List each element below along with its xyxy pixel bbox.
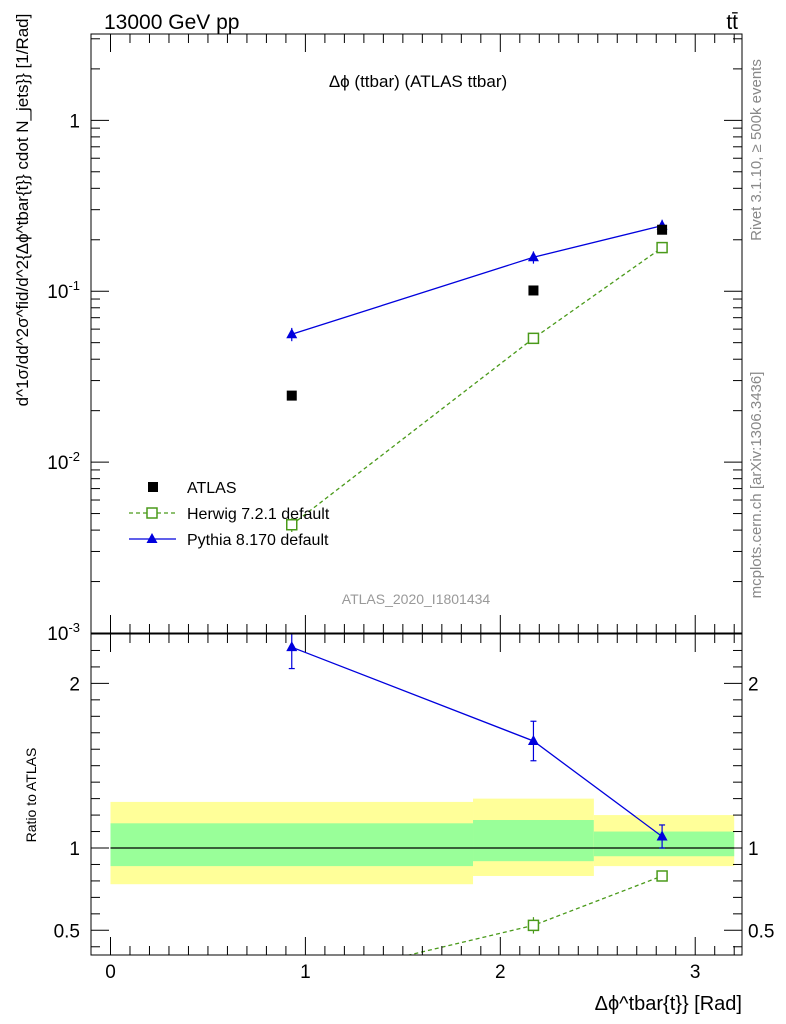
main-panel: 10-3 10-2 10-1 1 Δϕ (ttbar) (ATLAS ttbar) A… — [13, 14, 743, 645]
main-y-axis-label: d^1σ/dd^2σ^fid/d^2{Δϕ^tbar{t}} cdot N_je… — [13, 14, 32, 407]
ratio-pythia-point — [656, 830, 668, 841]
legend-atlas-marker — [148, 482, 158, 492]
atlas-point — [528, 285, 539, 296]
herwig-line — [291, 247, 663, 526]
ratio-plot-frame — [90, 633, 743, 956]
process-label: tt̄ — [726, 11, 738, 34]
ratio-herwig-point — [527, 919, 540, 932]
ratio-y-tick-label-left: 0.5 — [54, 921, 80, 942]
x-axis-label: Δϕ^tbar{t}} [Rad] — [595, 993, 742, 1015]
ratio-panel: 0.5 0.5 1 1 2 2 0 1 2 3 Ratio to ATLAS Δϕ^tbar{t… — [23, 633, 775, 1015]
x-tick-labels: 0 1 2 3 — [105, 962, 700, 983]
legend-herwig-label: Herwig 7.2.1 default — [187, 506, 330, 523]
herwig-point — [286, 518, 298, 531]
atlas-point — [286, 390, 297, 401]
legend-item-pythia: Pythia 8.170 default — [129, 532, 329, 549]
x-tick-label: 0 — [105, 962, 116, 983]
legend: ATLAS Herwig 7.2.1 default Pythia 8.170 … — [129, 480, 330, 549]
ratio-series-group — [286, 634, 668, 988]
ratio-axis-ticks — [91, 633, 742, 955]
legend-item-herwig: Herwig 7.2.1 default — [129, 506, 330, 523]
rivet-version-label: Rivet 3.1.10, ≥ 500k events — [748, 59, 765, 241]
pythia-point — [527, 251, 539, 262]
ratio-y-tick-label-right: 2 — [748, 674, 759, 695]
ratio-herwig-point — [287, 978, 297, 988]
main-y-tick-label: 10-2 — [47, 449, 80, 474]
legend-atlas-label: ATLAS — [187, 480, 237, 497]
ratio-y-tick-label-left: 2 — [69, 674, 80, 695]
ratio-y-tick-label-left: 1 — [69, 839, 80, 860]
legend-herwig-marker — [146, 507, 158, 519]
ratio-plot-area — [91, 634, 742, 955]
ratio-pythia-point — [527, 735, 539, 745]
analysis-watermark: ATLAS_2020_I1801434 — [342, 591, 491, 607]
main-axis-ticks — [91, 34, 742, 634]
herwig-point — [656, 241, 668, 254]
x-tick-label: 2 — [495, 962, 506, 983]
main-y-tick-labels: 10-3 10-2 10-1 1 — [47, 111, 80, 645]
main-y-tick-label: 10-3 — [47, 620, 80, 645]
ratio-band-inner — [110, 823, 474, 867]
ratio-band-inner — [473, 820, 594, 862]
herwig-point — [527, 332, 540, 345]
collision-label: 13000 GeV pp — [104, 11, 239, 34]
ratio-y-tick-label-right: 1 — [748, 839, 759, 860]
atlas-point — [657, 224, 668, 235]
main-y-tick-label: 1 — [69, 111, 80, 132]
ratio-y-tick-label-right: 0.5 — [748, 921, 774, 942]
ratio-pythia-point — [286, 641, 298, 652]
main-series-group — [286, 219, 668, 532]
x-tick-label: 1 — [300, 962, 311, 983]
ratio-uncertainty-bands — [110, 798, 735, 885]
legend-pythia-label: Pythia 8.170 default — [187, 532, 329, 549]
legend-item-atlas: ATLAS — [148, 480, 237, 497]
pythia-point — [286, 328, 298, 339]
mcplots-label: mcplots.cern.ch [arXiv:1306.3436] — [748, 372, 765, 599]
ratio-herwig-point — [656, 870, 668, 882]
main-plot-area — [90, 33, 743, 634]
main-y-tick-label: 10-1 — [47, 278, 80, 303]
legend-pythia-marker — [146, 533, 158, 543]
chart-title: Δϕ (ttbar) (ATLAS ttbar) — [329, 72, 507, 91]
ratio-y-tick-labels: 0.5 0.5 1 1 2 2 — [54, 674, 775, 942]
x-tick-label: 3 — [690, 962, 701, 983]
ratio-y-axis-label: Ratio to ATLAS — [23, 748, 39, 843]
